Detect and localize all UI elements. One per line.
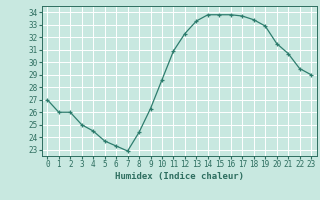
X-axis label: Humidex (Indice chaleur): Humidex (Indice chaleur) <box>115 172 244 181</box>
